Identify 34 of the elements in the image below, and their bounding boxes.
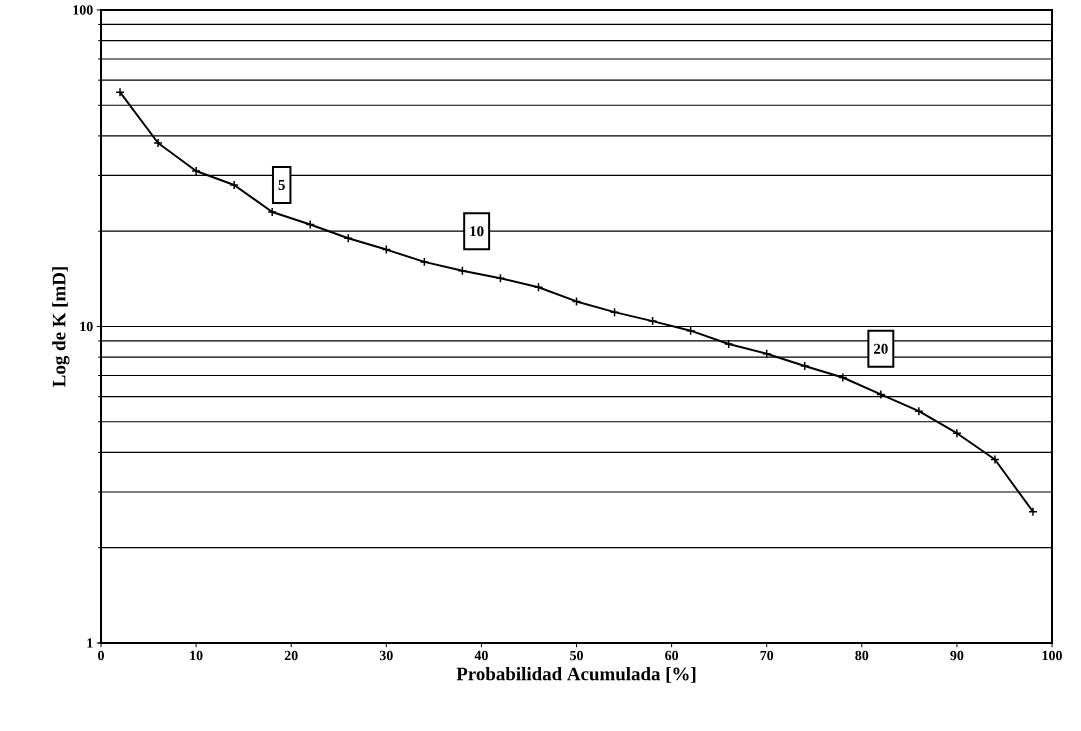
- x-tick-label: 30: [379, 650, 393, 661]
- x-tick-label: 50: [570, 650, 583, 661]
- x-tick-label: 100: [1042, 650, 1062, 661]
- x-tick-label: 70: [760, 650, 774, 661]
- x-tick-label: 80: [855, 650, 869, 661]
- x-tick-label: 40: [474, 650, 488, 661]
- point: [761, 349, 772, 359]
- point: [723, 339, 734, 349]
- annotation: 10: [470, 226, 484, 237]
- point: [153, 138, 163, 148]
- y-tick-label: 100: [73, 5, 93, 15]
- annotation: 5: [278, 180, 285, 190]
- point: [115, 87, 125, 97]
- annotation: 20: [873, 343, 888, 354]
- point: [952, 428, 962, 438]
- point: [647, 316, 658, 326]
- x-tick-label: 0: [98, 650, 104, 661]
- point: [800, 361, 810, 371]
- x-tick-label: 90: [950, 650, 964, 661]
- y-axis-title: Log de K [mD]: [52, 267, 70, 387]
- point: [609, 307, 620, 317]
- point: [229, 180, 239, 190]
- x-axis-title: Probabilidad Acumulada [%]: [456, 667, 696, 683]
- x-tick-label: 20: [284, 650, 298, 661]
- point: [1028, 506, 1038, 517]
- point: [419, 257, 430, 267]
- point: [191, 166, 201, 176]
- point: [267, 207, 277, 217]
- y-tick-label: 10: [80, 321, 93, 332]
- y-tick-label: 1: [87, 638, 93, 648]
- x-tick-label: 60: [665, 650, 679, 661]
- x-tick-label: 10: [190, 650, 203, 661]
- point: [914, 406, 924, 416]
- point: [876, 389, 886, 400]
